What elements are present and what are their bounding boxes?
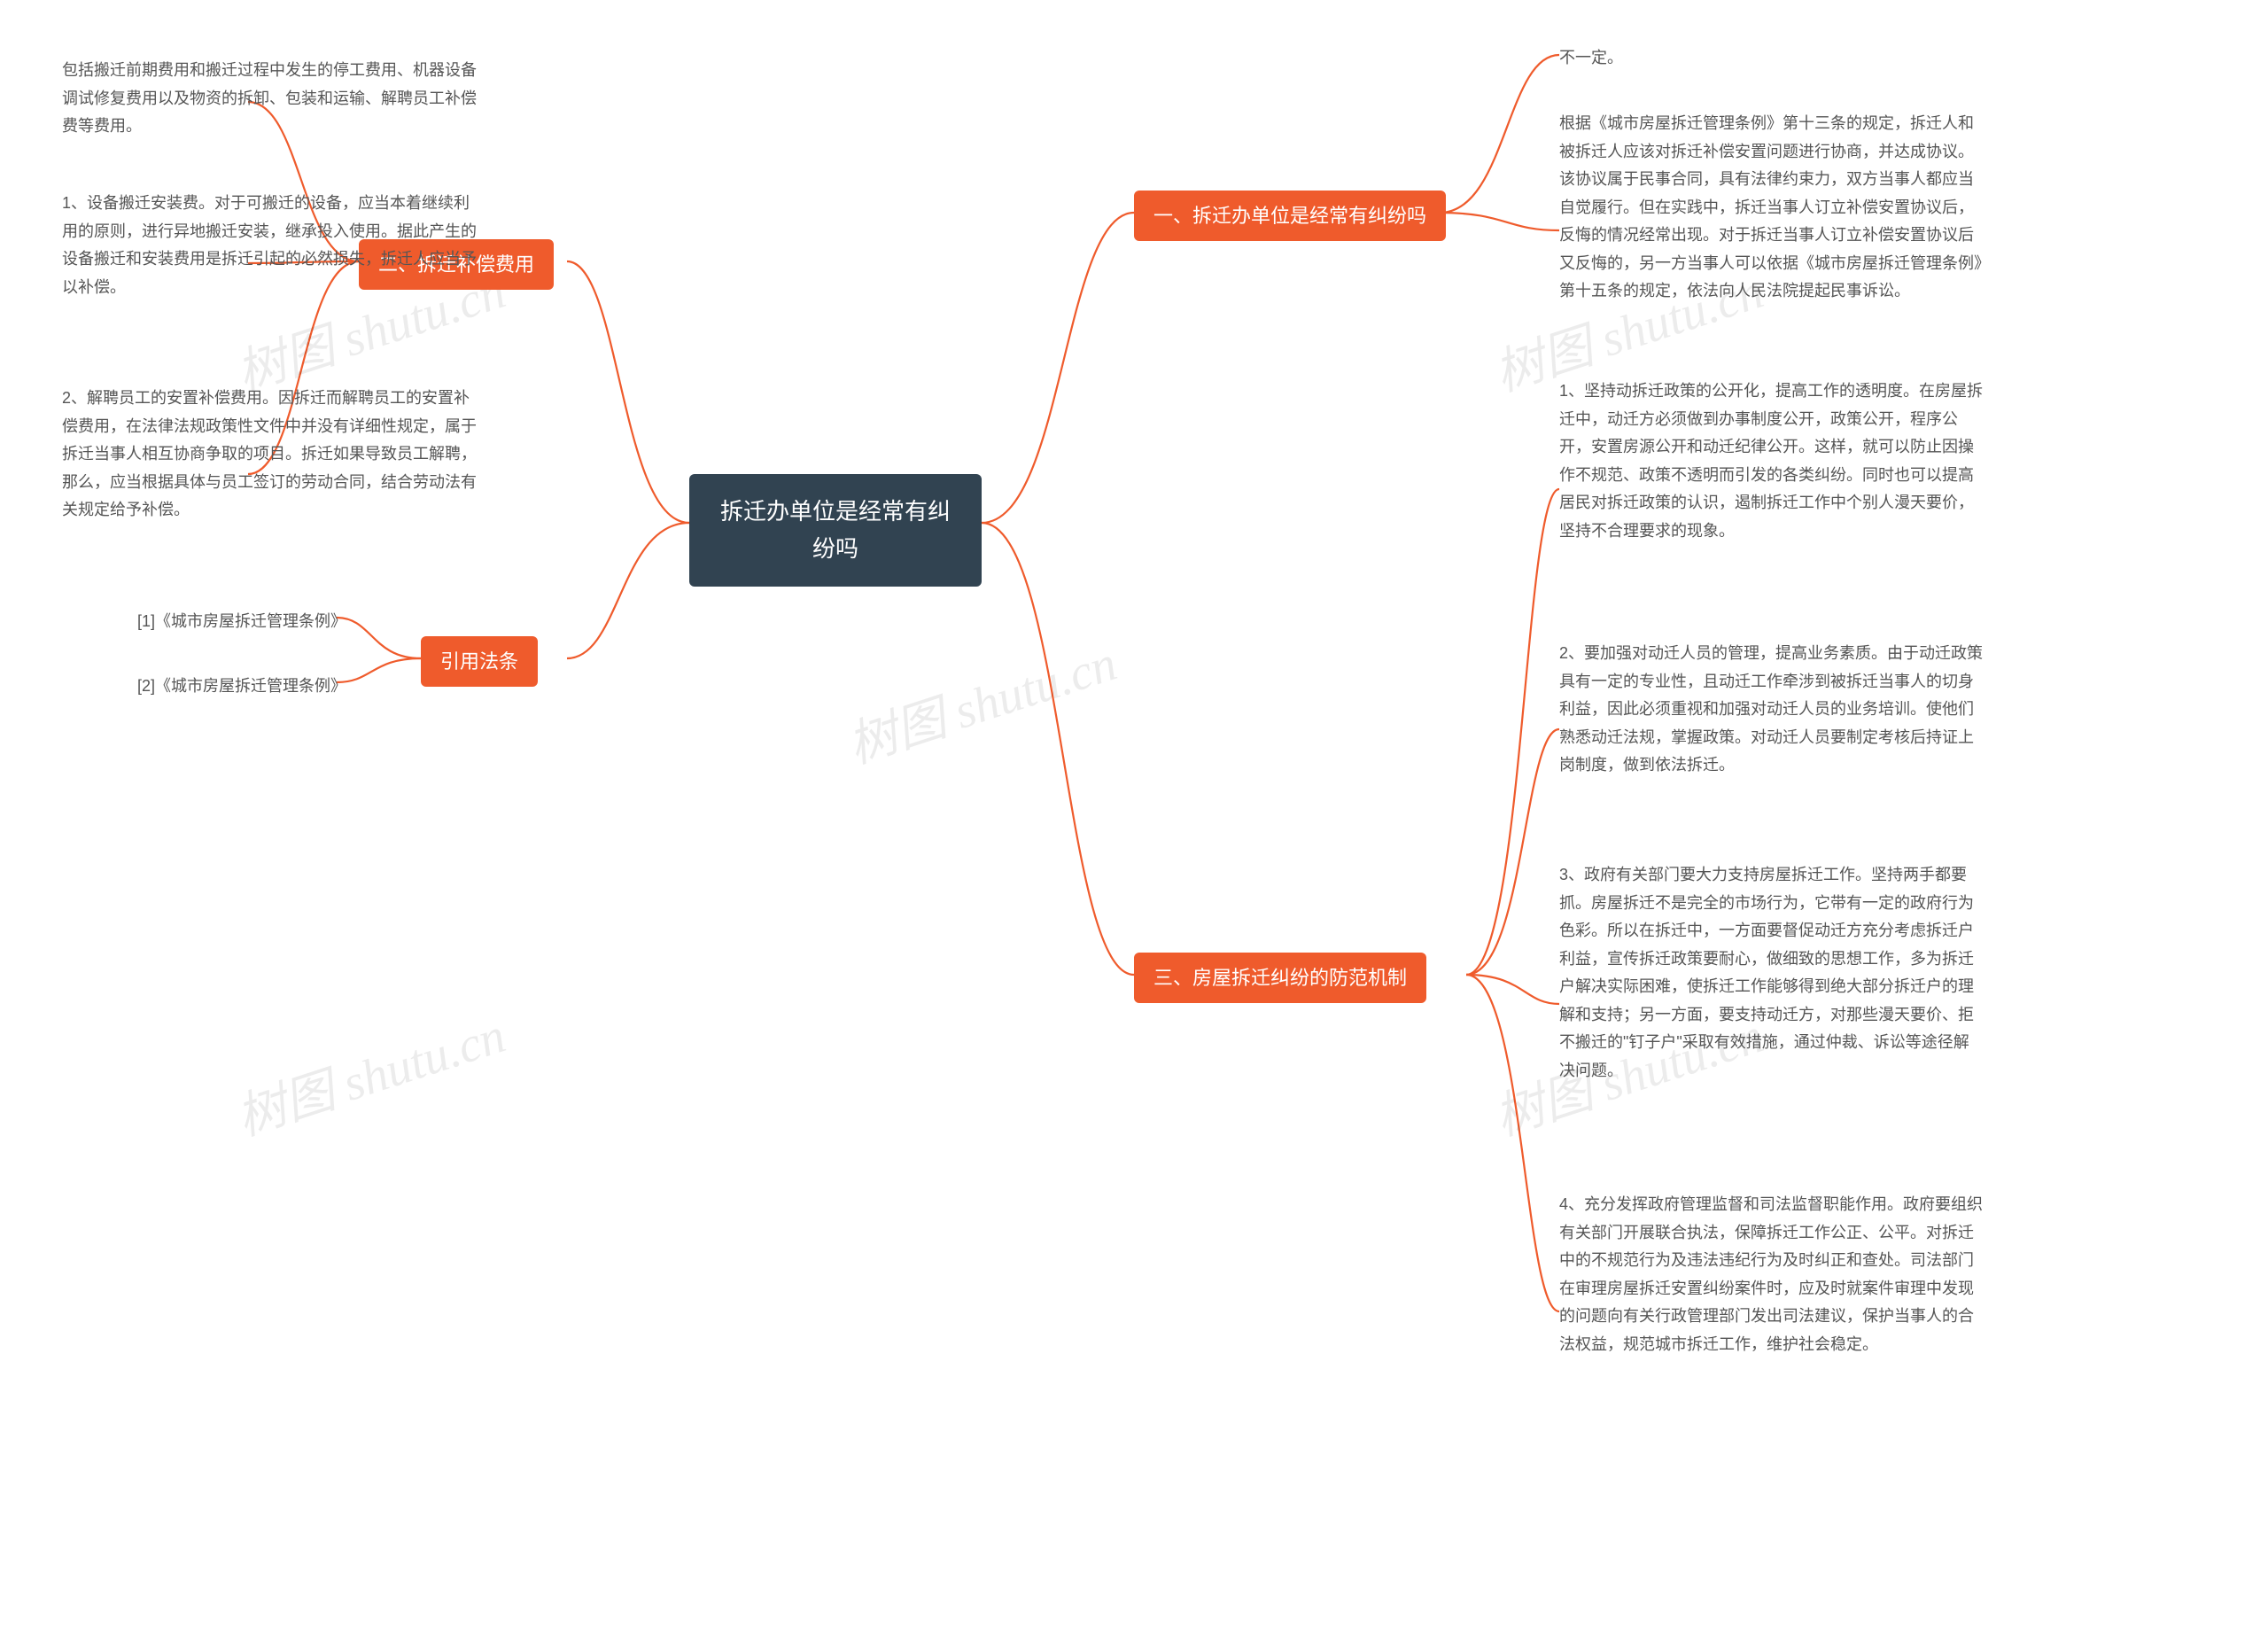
root-node: 拆迁办单位是经常有纠纷吗 [689, 474, 982, 587]
branch-3: 三、房屋拆迁纠纷的防范机制 [1134, 953, 1426, 1003]
leaf-r3: 1、坚持动拆迁政策的公开化，提高工作的透明度。在房屋拆迁中，动迁方必须做到办事制… [1559, 374, 1984, 548]
leaf-r1: 不一定。 [1559, 41, 1674, 76]
watermark: 树图 shutu.cn [837, 623, 1124, 777]
leaf-l5: [2]《城市房屋拆迁管理条例》 [137, 669, 399, 704]
leaf-r4: 2、要加强对动迁人员的管理，提高业务素质。由于动迁政策具有一定的专业性，且动迁工… [1559, 636, 1984, 783]
watermark: 树图 shutu.cn [226, 995, 513, 1149]
branch-4: 引用法条 [421, 636, 538, 687]
leaf-r2: 根据《城市房屋拆迁管理条例》第十三条的规定，拆迁人和被拆迁人应该对拆迁补偿安置问… [1559, 106, 1984, 309]
leaf-l3: 2、解聘员工的安置补偿费用。因拆迁而解聘员工的安置补偿费用，在法律法规政策性文件… [62, 381, 483, 528]
branch-1: 一、拆迁办单位是经常有纠纷吗 [1134, 191, 1446, 241]
leaf-r5: 3、政府有关部门要大力支持房屋拆迁工作。坚持两手都要抓。房屋拆迁不是完全的市场行… [1559, 858, 1984, 1088]
leaf-l2: 1、设备搬迁安装费。对于可搬迁的设备，应当本着继续利用的原则，进行异地搬迁安装，… [62, 186, 483, 305]
leaf-l1: 包括搬迁前期费用和搬迁过程中发生的停工费用、机器设备调试修复费用以及物资的拆卸、… [62, 53, 483, 144]
leaf-r6: 4、充分发挥政府管理监督和司法监督职能作用。政府要组织有关部门开展联合执法，保障… [1559, 1187, 1984, 1362]
leaf-l4: [1]《城市房屋拆迁管理条例》 [137, 604, 399, 640]
